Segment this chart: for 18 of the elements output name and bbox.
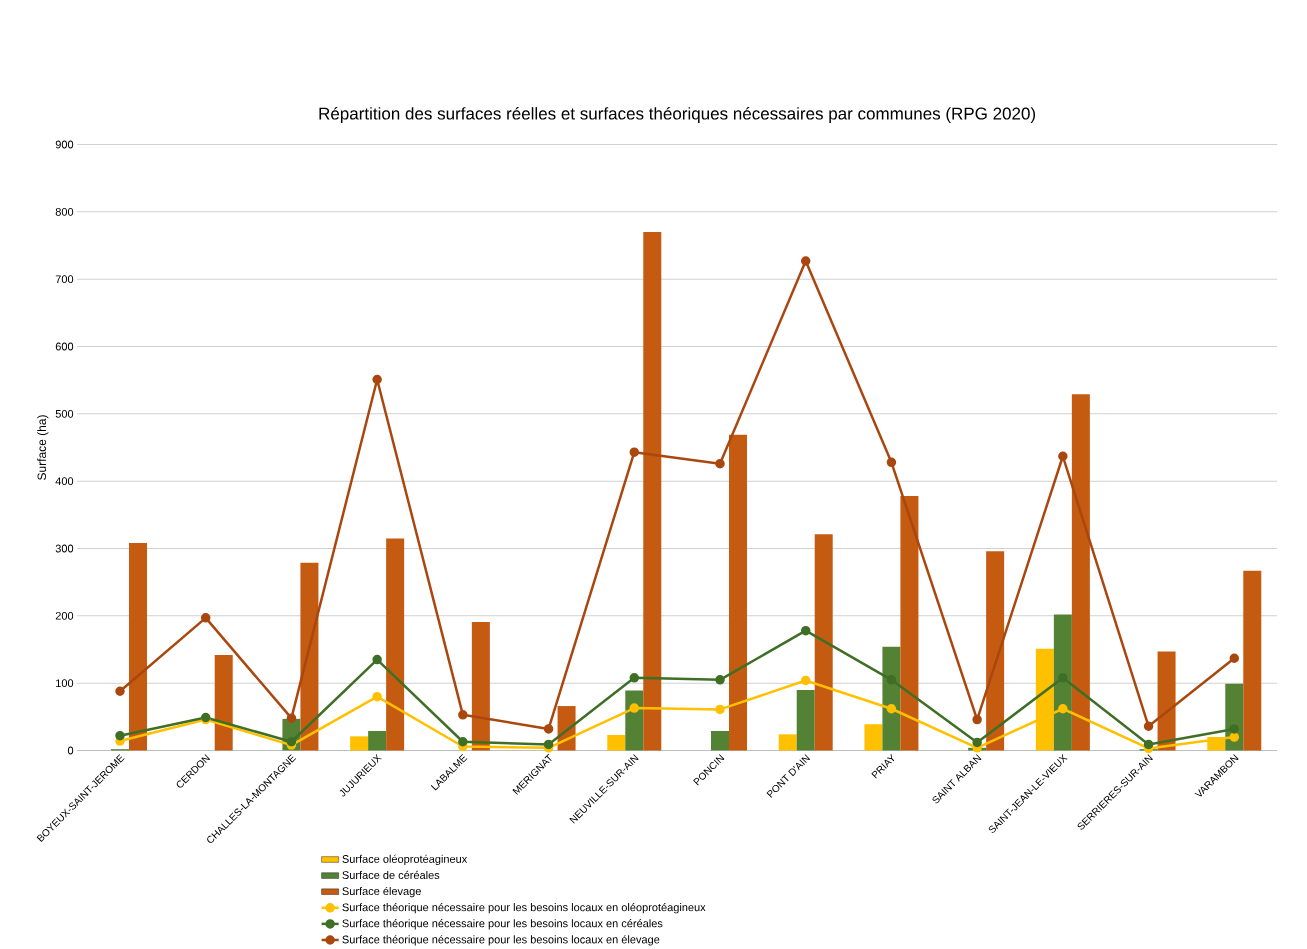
- legend-label: Surface théorique nécessaire pour les besoins locaux en oléoprotéagineux: [342, 903, 706, 914]
- y-tick-label: 700: [55, 275, 74, 284]
- legend-label: Surface théorique nécessaire pour les besoins locaux en céréales: [342, 919, 663, 930]
- y-tick-label: 900: [55, 140, 74, 149]
- y-tick-label: 600: [55, 342, 74, 351]
- legend-label: Surface oléoprotéagineux: [342, 854, 468, 866]
- legend-label: Surface théorique nécessaire pour les besoins locaux en élevage: [342, 935, 660, 946]
- chart-title: Répartition des surfaces réelles et surfaces théoriques nécessaires par communes (RPG 2020): [319, 107, 1036, 124]
- y-tick-label: 500: [55, 410, 74, 418]
- y-tick-label: 300: [55, 544, 74, 553]
- y-tick-label: 400: [55, 477, 74, 486]
- y-tick-label: 800: [55, 208, 74, 216]
- y-tick-label: 0: [67, 746, 74, 755]
- legend-label: Surface élevage: [342, 887, 421, 898]
- y-tick-label: 100: [56, 679, 74, 688]
- y-tick-label: 200: [55, 612, 74, 620]
- legend-label: Surface de céréales: [342, 870, 440, 880]
- y-axis-title: Surface (ha): [37, 415, 49, 481]
